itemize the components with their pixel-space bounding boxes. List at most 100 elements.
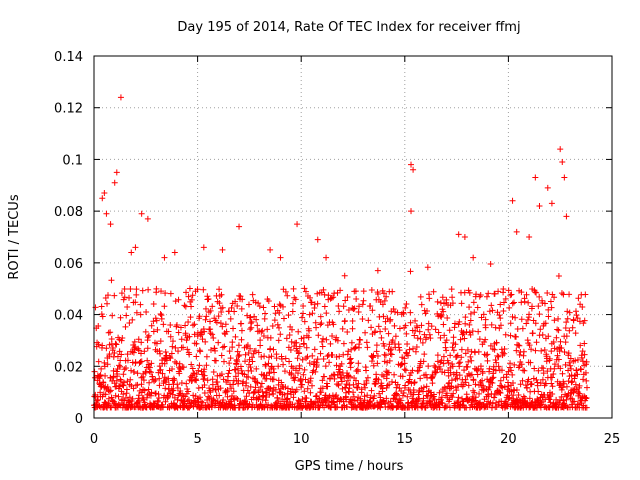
data-point — [529, 303, 536, 310]
data-point — [229, 339, 236, 346]
data-point — [458, 300, 465, 307]
data-point — [495, 288, 502, 295]
data-point — [457, 359, 464, 366]
data-point — [196, 313, 203, 320]
data-point — [414, 324, 421, 331]
data-point — [159, 370, 166, 377]
data-point — [340, 303, 347, 310]
data-point — [259, 327, 266, 334]
data-point — [249, 291, 256, 298]
data-point — [509, 371, 516, 378]
data-point — [527, 359, 534, 366]
data-point — [172, 298, 179, 305]
data-point — [375, 376, 382, 383]
data-point — [242, 351, 249, 358]
data-point — [270, 365, 277, 372]
data-point — [170, 375, 177, 382]
data-point — [307, 389, 314, 396]
data-point — [363, 380, 370, 387]
data-point — [167, 333, 174, 340]
data-point — [376, 390, 383, 397]
data-point — [449, 300, 456, 307]
data-point — [311, 346, 318, 353]
data-point — [301, 285, 308, 292]
data-point — [456, 363, 463, 370]
data-point — [440, 321, 447, 328]
data-point — [546, 396, 553, 403]
data-point — [353, 296, 360, 303]
data-point — [397, 397, 404, 404]
data-point — [248, 318, 255, 325]
data-point — [131, 368, 138, 375]
data-point — [542, 403, 549, 410]
data-point — [133, 309, 140, 316]
data-point — [461, 367, 468, 374]
data-point — [299, 381, 306, 388]
data-point — [360, 297, 367, 304]
data-point — [355, 380, 362, 387]
data-point — [336, 308, 343, 315]
data-point — [135, 336, 142, 343]
data-point — [491, 394, 498, 401]
data-point — [212, 357, 219, 364]
data-point — [547, 298, 554, 305]
data-point — [299, 314, 306, 321]
data-point — [525, 299, 532, 306]
data-point — [185, 388, 192, 395]
data-point — [384, 315, 391, 322]
data-point — [381, 297, 388, 304]
data-point — [135, 392, 142, 399]
data-point — [438, 399, 445, 406]
data-point — [448, 383, 455, 390]
data-point — [581, 340, 588, 347]
data-point — [323, 310, 330, 317]
data-point — [111, 292, 118, 299]
data-point — [244, 387, 251, 394]
data-point — [141, 387, 148, 394]
data-point — [235, 342, 242, 349]
data-point — [276, 309, 283, 316]
data-point — [541, 346, 548, 353]
data-point — [339, 385, 346, 392]
data-point — [216, 286, 223, 293]
data-point — [317, 350, 324, 357]
data-point — [539, 376, 546, 383]
data-point — [211, 397, 218, 404]
data-point — [426, 331, 433, 338]
data-point — [534, 382, 541, 389]
data-point — [412, 327, 419, 334]
data-point — [571, 398, 578, 405]
data-point — [526, 395, 533, 402]
data-point — [344, 403, 351, 410]
data-point — [437, 312, 444, 319]
data-point — [412, 348, 419, 355]
data-point — [154, 326, 161, 333]
data-point — [512, 314, 519, 321]
data-point — [262, 397, 269, 404]
data-point — [436, 389, 443, 396]
data-point — [423, 383, 430, 390]
y-tick-label: 0.1 — [62, 153, 83, 168]
data-point — [368, 286, 375, 293]
data-point — [278, 379, 285, 386]
data-point — [148, 389, 155, 396]
data-point — [256, 303, 263, 310]
data-point — [138, 350, 145, 357]
data-point — [196, 362, 203, 369]
data-point — [348, 359, 355, 366]
data-point — [518, 299, 525, 306]
data-point — [475, 348, 482, 355]
data-point — [357, 337, 364, 344]
data-point — [247, 314, 254, 321]
data-point — [505, 383, 512, 390]
data-point — [114, 370, 121, 377]
data-point — [309, 382, 316, 389]
data-point — [562, 325, 569, 332]
data-point — [432, 326, 439, 333]
data-point — [233, 394, 240, 401]
data-point — [242, 358, 249, 365]
data-point — [497, 322, 504, 329]
data-point — [314, 236, 321, 243]
data-point — [432, 369, 439, 376]
data-point — [507, 360, 514, 367]
